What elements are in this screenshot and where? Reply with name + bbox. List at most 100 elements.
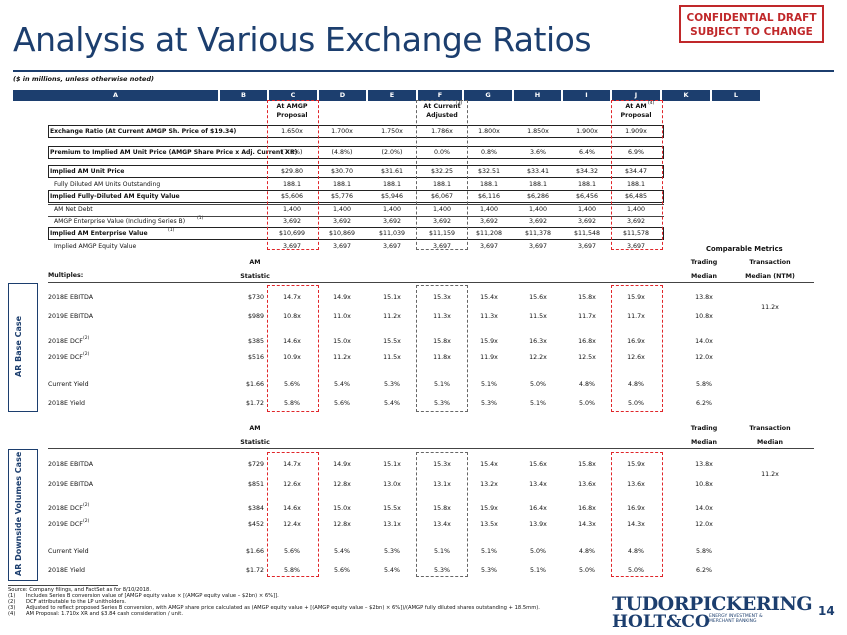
cell-value: 5.3%: [481, 400, 497, 407]
cell-value: 3,697: [332, 243, 352, 250]
transaction-head-1: Transaction: [749, 425, 791, 432]
cell-value: 1,400: [332, 206, 352, 213]
row-label-sup: (1): [168, 228, 175, 233]
cell-value: 5.3%: [434, 400, 450, 407]
am-statistic: $1.66: [245, 548, 264, 555]
cell-value: 15.8x: [578, 461, 596, 468]
cell-value: 1.750x: [381, 128, 403, 135]
cell-value: $11,159: [428, 230, 456, 237]
cell-value: 188.1: [382, 181, 402, 188]
cell-value: 3,697: [282, 243, 302, 250]
footnote-marker: (4): [8, 611, 16, 617]
cell-value: 15.9x: [480, 505, 498, 512]
tph-logo-line2: HOLT&CO: [612, 612, 710, 632]
case-side-box: [8, 449, 38, 581]
trading-head-2: Median: [691, 273, 717, 280]
cell-value: 14.9x: [333, 461, 351, 468]
multiple-label: 2018E DCF: [48, 505, 83, 512]
cell-value: 5.3%: [384, 548, 400, 555]
cell-value: 10.8x: [283, 313, 301, 320]
cell-value: 5.0%: [628, 567, 644, 574]
cell-value: 12.5x: [578, 354, 596, 361]
cell-value: 5.4%: [334, 381, 350, 388]
cell-value: 188.1: [577, 181, 597, 188]
cell-value: 16.8x: [578, 505, 596, 512]
cell-value: 5.1%: [481, 548, 497, 555]
cell-value: 12.4x: [283, 521, 301, 528]
cell-value: $29.80: [280, 168, 304, 175]
cell-value: 5.0%: [530, 548, 546, 555]
am-gp-proposal-highlight: [267, 100, 319, 250]
trading-head-1: Trading: [690, 425, 718, 432]
cell-value: $10,699: [278, 230, 306, 237]
cell-value: 5.1%: [434, 548, 450, 555]
trading-median: 13.8x: [695, 461, 713, 468]
cell-value: 11.3x: [433, 313, 451, 320]
column-letter-d: D: [319, 90, 366, 101]
multiples-label: Multiples:: [48, 272, 84, 279]
cell-value: 188.1: [626, 181, 646, 188]
col-f-label-1: At Current: [423, 103, 461, 110]
cell-value: 4.8%: [579, 381, 595, 388]
units-note: ($ in millions, unless otherwise noted): [13, 75, 154, 83]
tagline-line-1: ENERGY INVESTMENT &: [709, 614, 763, 619]
cell-value: 5.1%: [434, 381, 450, 388]
cell-value: 1,400: [528, 206, 548, 213]
multiple-label: 2019E EBITDA: [48, 313, 94, 320]
cell-value: 5.8%: [284, 567, 300, 574]
cell-value: 3,692: [577, 218, 597, 225]
multiple-label: 2018E EBITDA: [48, 461, 94, 468]
cell-value: $30.70: [330, 168, 354, 175]
col-j-label-2: Proposal: [620, 112, 652, 119]
cell-value: $6,116: [477, 193, 501, 200]
cell-value: 5.6%: [334, 400, 350, 407]
am-statistic: $452: [247, 521, 264, 528]
multiple-label: 2018E EBITDA: [48, 294, 94, 301]
trading-median: 6.2%: [696, 400, 712, 407]
cell-value: 16.3x: [529, 338, 547, 345]
row-box: [48, 165, 664, 178]
cell-value: 5.3%: [481, 567, 497, 574]
cell-value: 13.9x: [529, 521, 547, 528]
cell-value: 10.9x: [283, 354, 301, 361]
cell-value: $11,548: [573, 230, 601, 237]
column-letter-h: H: [514, 90, 561, 101]
cell-value: $34.32: [575, 168, 599, 175]
cell-value: 12.6x: [627, 354, 645, 361]
cell-value: 16.9x: [627, 505, 645, 512]
cell-value: 15.0x: [333, 338, 351, 345]
am-proposal-highlight-base: [611, 285, 663, 412]
cell-value: 1,400: [626, 206, 646, 213]
cell-value: 3,692: [479, 218, 499, 225]
row-label: AM Net Debt: [54, 206, 93, 213]
cell-value: 3,697: [626, 243, 646, 250]
cell-value: $32.51: [477, 168, 501, 175]
column-letter-e: E: [368, 90, 416, 101]
row-box: [48, 125, 664, 138]
am-statistic: $516: [247, 354, 264, 361]
multiple-label: Current Yield: [48, 548, 89, 555]
column-letter-c: C: [269, 90, 317, 101]
cell-value: 188.1: [282, 181, 302, 188]
cell-value: 3,697: [382, 243, 402, 250]
trading-median: 14.0x: [695, 505, 713, 512]
multiple-label: 2018E Yield: [48, 400, 85, 407]
cell-value: 15.3x: [433, 461, 451, 468]
footnote-text: Includes Series B conversion value of [A…: [26, 593, 279, 599]
footnote-text: Adjusted to reflect proposed Series B co…: [26, 605, 540, 611]
cell-value: 11.2x: [383, 313, 401, 320]
transaction-median: 11.2x: [761, 471, 779, 478]
footnote-text: Source: Company filings, and FactSet as …: [8, 587, 151, 593]
cell-value: 11.2x: [333, 354, 351, 361]
cell-value: 5.6%: [334, 567, 350, 574]
cell-value: 1,400: [382, 206, 402, 213]
cell-value: 1,400: [577, 206, 597, 213]
column-letter-j: J: [612, 90, 660, 101]
cell-value: 11.3x: [480, 313, 498, 320]
cell-value: 15.9x: [480, 338, 498, 345]
cell-value: 1,400: [432, 206, 452, 213]
am-proposal-highlight: [611, 100, 663, 250]
stat-head-1: AM: [249, 425, 261, 432]
am-statistic: $385: [247, 338, 264, 345]
column-letter-f: F: [418, 90, 462, 101]
